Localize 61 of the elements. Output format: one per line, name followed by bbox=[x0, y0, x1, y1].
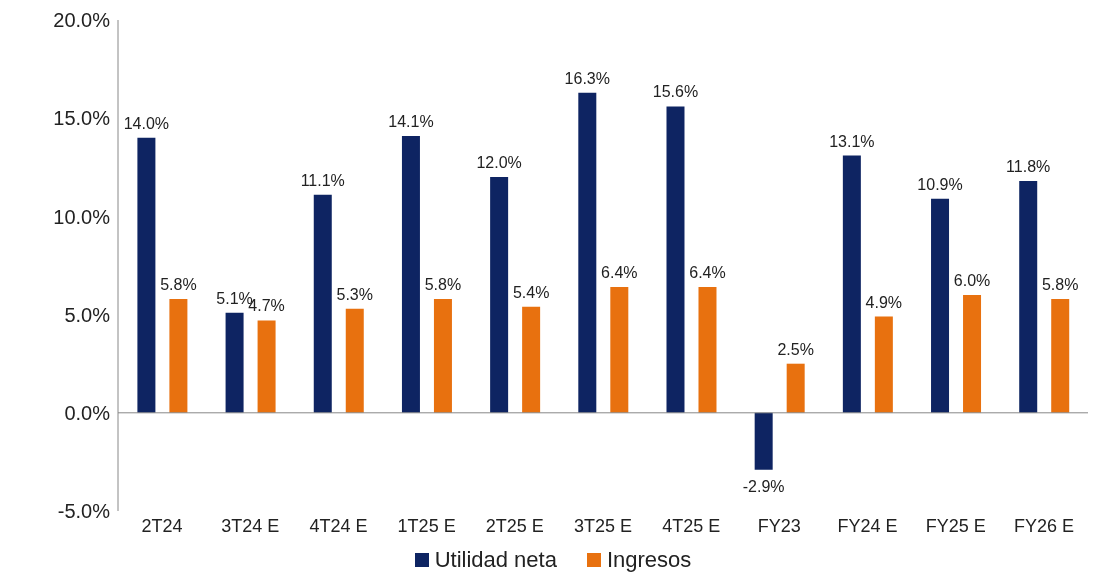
y-tick-label: 15.0% bbox=[53, 107, 111, 130]
bar bbox=[874, 316, 893, 413]
bar bbox=[522, 306, 541, 413]
data-label: 11.8% bbox=[1006, 158, 1051, 176]
bar bbox=[257, 320, 276, 413]
bar bbox=[931, 198, 950, 413]
data-label: 5.3% bbox=[336, 285, 373, 303]
bar bbox=[433, 298, 452, 413]
x-tick-label: 4T25 E bbox=[662, 515, 721, 536]
data-label: 2.5% bbox=[777, 340, 814, 358]
y-tick-label: 5.0% bbox=[64, 303, 111, 326]
data-label: 6.4% bbox=[689, 264, 726, 282]
bar bbox=[401, 135, 420, 413]
x-tick-label: 3T24 E bbox=[221, 515, 280, 536]
legend-label: Utilidad neta bbox=[433, 547, 557, 573]
x-tick-label: 4T24 E bbox=[309, 515, 368, 536]
bar bbox=[169, 298, 188, 413]
bar bbox=[842, 155, 861, 413]
data-label: 13.1% bbox=[829, 132, 875, 150]
bar bbox=[963, 294, 982, 413]
x-tick-label: FY26 E bbox=[1013, 515, 1074, 536]
bar bbox=[610, 287, 629, 413]
x-tick-label: 2T25 E bbox=[485, 515, 544, 536]
bar bbox=[754, 412, 773, 470]
y-tick-label: 10.0% bbox=[53, 205, 111, 228]
y-tick-label: 0.0% bbox=[64, 401, 111, 424]
x-tick-label: 1T25 E bbox=[397, 515, 456, 536]
bar bbox=[578, 92, 597, 413]
bar bbox=[786, 363, 805, 413]
data-label: 15.6% bbox=[652, 83, 699, 101]
bar bbox=[1051, 298, 1070, 413]
data-label: 14.0% bbox=[123, 114, 170, 132]
x-tick-label: 2T24 bbox=[141, 515, 183, 536]
x-tick-label: 3T25 E bbox=[573, 515, 633, 536]
data-label: 10.9% bbox=[917, 175, 963, 193]
bar bbox=[313, 194, 332, 413]
data-label: 5.4% bbox=[512, 283, 550, 301]
y-tick-label: -5.0% bbox=[57, 500, 111, 523]
data-label: 6.0% bbox=[953, 271, 991, 289]
bar bbox=[345, 308, 364, 413]
x-tick-label: FY23 bbox=[757, 515, 801, 536]
y-tick-label: 20.0% bbox=[53, 9, 111, 32]
data-label: 4.9% bbox=[865, 293, 903, 311]
x-tick-label: FY25 E bbox=[925, 515, 986, 536]
data-label: 6.4% bbox=[601, 264, 638, 282]
bar bbox=[1019, 181, 1038, 413]
data-label: 14.1% bbox=[388, 112, 434, 130]
legend-label: Ingresos bbox=[605, 547, 692, 573]
bar bbox=[666, 106, 685, 413]
data-label: 5.8% bbox=[160, 275, 197, 293]
data-label: 5.8% bbox=[1041, 275, 1079, 293]
data-label: 16.3% bbox=[564, 69, 610, 87]
x-tick-label: FY24 E bbox=[837, 515, 898, 536]
bar bbox=[698, 287, 717, 413]
data-label: 5.8% bbox=[424, 275, 462, 293]
bar bbox=[490, 177, 509, 413]
bar bbox=[225, 312, 244, 413]
data-label: 11.1% bbox=[300, 171, 345, 189]
data-label: -2.9% bbox=[742, 477, 785, 495]
bar bbox=[137, 137, 156, 413]
data-label: 12.0% bbox=[476, 154, 522, 172]
